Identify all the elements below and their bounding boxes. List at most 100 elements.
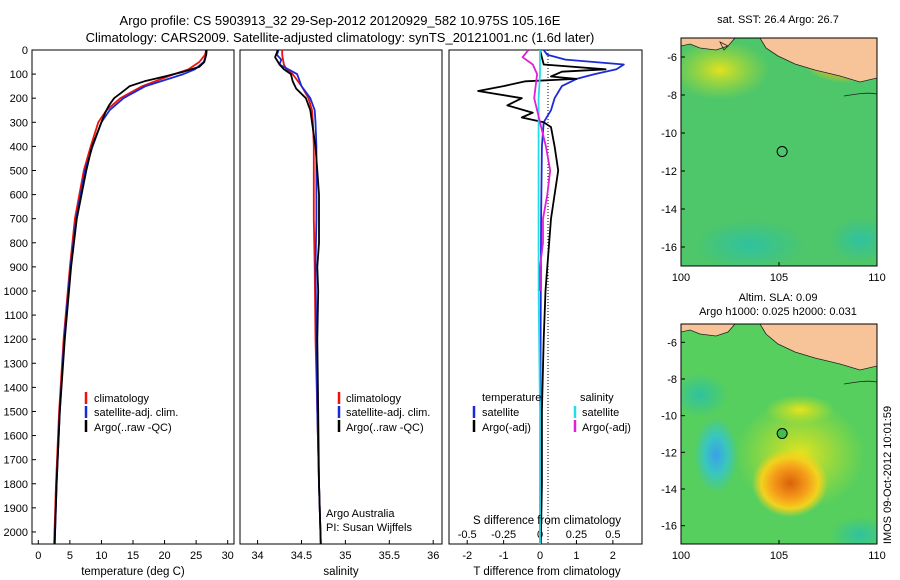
x-tick-label: 0 [35, 550, 41, 562]
series-line-salinity-argo-adj [521, 50, 552, 291]
s-diff-tick-label: 0.25 [566, 529, 587, 541]
x-tick-label: 1 [573, 550, 579, 562]
depth-tick-label: 1100 [4, 310, 28, 322]
lon-tick-label: 105 [770, 272, 788, 284]
temperature-x-label: temperature (deg C) [81, 566, 185, 578]
x-tick-label: 0 [537, 550, 543, 562]
legend-label-satellite: satellite-adj. clim. [346, 407, 430, 419]
lat-tick-label: -14 [661, 204, 677, 216]
sla-warm-eddy [752, 449, 828, 517]
sst-land-java [759, 38, 877, 83]
depth-tick-label: 1500 [4, 406, 28, 418]
salinity-panel: 34 34.5 35 35.5 36 salinity climatology sate… [239, 49, 443, 578]
lat-tick-label: -12 [661, 166, 677, 178]
legend-label-argo: Argo(..raw -QC) [346, 422, 424, 434]
lat-tick-label: -16 [661, 521, 677, 533]
lat-tick-label: -6 [667, 337, 677, 349]
legend-label-t-satellite: satellite [482, 407, 519, 419]
depth-tick-label: 1600 [4, 431, 28, 443]
temperature-x-axis: 0 5 10 15 20 25 30 [35, 540, 234, 562]
x-tick-label: 20 [158, 550, 170, 562]
series-line-temperature-argo-adj [477, 50, 607, 544]
legend-title-salinity: salinity [580, 392, 614, 404]
lon-tick-label: 105 [770, 550, 788, 562]
x-tick-label: 30 [222, 550, 234, 562]
sst-cool-south [695, 220, 805, 266]
salinity-legend: climatology satellite-adj. clim. Argo(..… [337, 392, 430, 434]
sla-map-panel: Altim. SLA: 0.09 Argo h1000: 0.025 h2000… [661, 292, 886, 562]
depth-tick-label: 900 [10, 262, 28, 274]
x-tick-label: 15 [127, 550, 139, 562]
difference-series [477, 50, 625, 544]
sst-island-contour [719, 41, 729, 51]
sst-coast-contour [843, 92, 877, 97]
depth-tick-label: 1300 [4, 358, 28, 370]
sla-map-title-line2: Argo h1000: 0.025 h2000: 0.031 [699, 306, 857, 318]
sla-teal-patch-south [830, 517, 877, 544]
s-diff-tick-label: -0.25 [491, 529, 516, 541]
x-tick-label: 34.5 [291, 550, 312, 562]
sla-argo-position-marker [776, 428, 788, 440]
sst-argo-position-marker [776, 146, 788, 158]
lat-tick-label: -8 [667, 374, 677, 386]
lon-tick-label: 110 [868, 272, 886, 284]
sla-map-axes: -6 -8 -10 -12 -14 -16 100 105 110 [661, 337, 886, 562]
sst-map-panel: sat. SST: 26.4 Argo: 26.7 -6-8-10-12-14-… [661, 14, 886, 284]
depth-axis: 0 100 200 300 400 500 600 700 800 900 1000 1100 1200… [4, 45, 453, 539]
figure-title-line2: Climatology: CARS2009. Satellite-adjuste… [86, 30, 595, 45]
lon-tick-label: 110 [868, 550, 886, 562]
sla-yellow-north [765, 395, 835, 425]
depth-tick-label: 600 [10, 190, 28, 202]
depth-tick-label: 2000 [4, 527, 28, 539]
temperature-panel: 0100200300400500600700800900100011001200… [4, 45, 453, 578]
lat-tick-label: -12 [661, 447, 677, 459]
legend-label-s-satellite: satellite [582, 407, 619, 419]
sla-cool-eddy [694, 417, 738, 493]
lat-tick-label: -6 [667, 52, 677, 64]
x-tick-label: 25 [190, 550, 202, 562]
legend-label-s-argo: Argo(-adj) [582, 422, 631, 434]
difference-panel: -2 -1 0 1 2 -0.5 -0.25 0 0.25 0.5 T difference f… [448, 49, 643, 578]
lat-tick-label: -10 [661, 128, 677, 140]
x-tick-label: 5 [67, 550, 73, 562]
depth-tick-label: 1200 [4, 334, 28, 346]
temperature-series [53, 50, 208, 544]
x-tick-label: 10 [95, 550, 107, 562]
depth-tick-label: 800 [10, 238, 28, 250]
lat-tick-label: -10 [661, 411, 677, 423]
x-tick-label: 34 [251, 550, 263, 562]
salinity-x-label: salinity [323, 566, 358, 578]
sst-map-title: sat. SST: 26.4 Argo: 26.7 [717, 14, 839, 26]
series-line-salinity-satellite [537, 50, 541, 544]
sla-map-title-line1: Altim. SLA: 0.09 [739, 292, 818, 304]
x-tick-label: 35.5 [379, 550, 400, 562]
lat-tick-label: -8 [667, 90, 677, 102]
s-difference-x-label: S difference from climatology [473, 515, 621, 527]
x-tick-label: 36 [427, 550, 439, 562]
series-line-argo-raw-qc [53, 50, 208, 544]
s-diff-tick-label: -0.5 [458, 529, 477, 541]
s-diff-tick-label: 0.5 [605, 529, 620, 541]
lat-tick-label: -16 [661, 242, 677, 254]
imos-timestamp: IMOS 09-Oct-2012 10:01:59 [882, 406, 894, 544]
legend-label-climatology: climatology [346, 393, 402, 405]
legend-label-climatology: climatology [94, 393, 150, 405]
difference-legend: temperature salinity satellite Argo(-adj… [472, 392, 631, 434]
depth-tick-label: 1800 [4, 479, 28, 491]
lat-tick-label: -14 [661, 484, 677, 496]
x-tick-label: 2 [610, 550, 616, 562]
depth-tick-label: 700 [10, 214, 28, 226]
depth-tick-label: 1000 [4, 286, 28, 298]
salinity-x-axis: 34 34.5 35 35.5 36 [251, 540, 439, 562]
temperature-plot-frame [31, 49, 235, 545]
sst-land-sumatra [681, 38, 736, 51]
sla-coast-contour [843, 380, 877, 385]
depth-tick-label: 0 [22, 45, 28, 57]
legend-label-t-argo: Argo(-adj) [482, 422, 531, 434]
depth-tick-label: 100 [10, 69, 28, 81]
depth-tick-label: 200 [10, 93, 28, 105]
depth-tick-label: 300 [10, 117, 28, 129]
sst-map-axes: -6 -8 -10 -12 -14 -16 100 105 110 [661, 52, 886, 284]
lon-tick-label: 100 [672, 272, 690, 284]
